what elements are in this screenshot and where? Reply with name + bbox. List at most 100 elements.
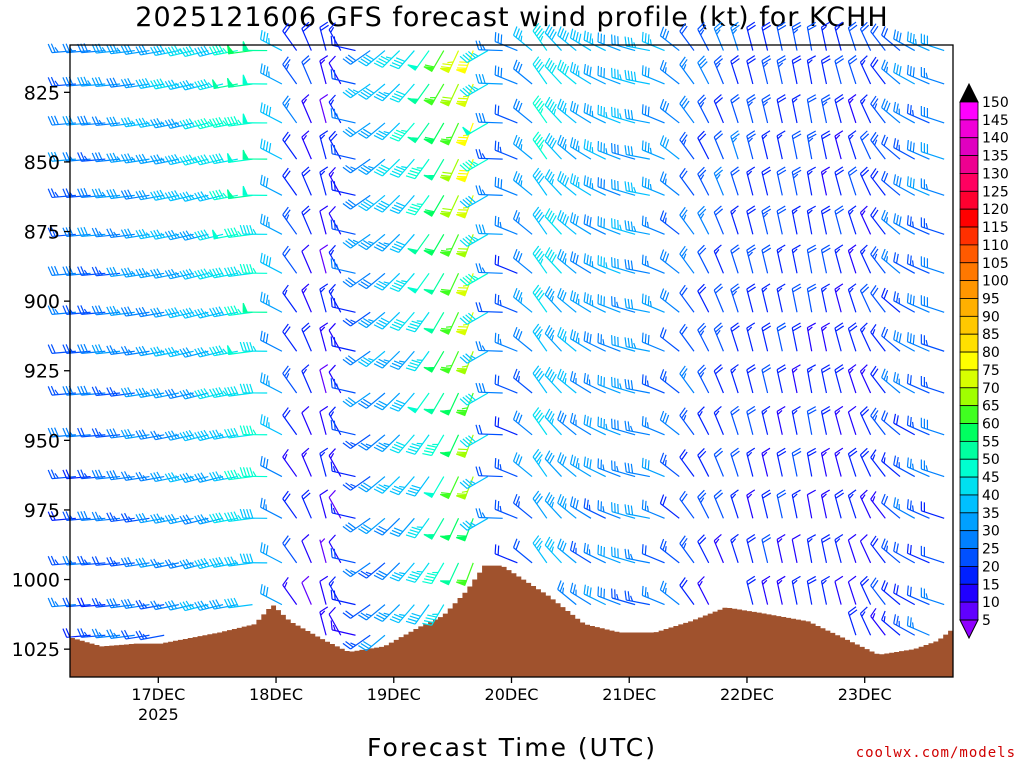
wind-barb	[776, 575, 786, 605]
wind-barb	[820, 283, 830, 313]
wind-barb	[389, 350, 415, 370]
wind-barb	[358, 562, 386, 579]
wind-barb	[611, 143, 636, 160]
wind-barb	[820, 447, 830, 477]
wind-barb	[494, 544, 518, 564]
wind-barb	[893, 174, 916, 196]
wind-barb	[301, 244, 312, 274]
credit-link[interactable]: coolwx.com/models	[855, 745, 1016, 761]
wind-barb	[834, 364, 845, 394]
wind-barb	[239, 467, 268, 478]
wind-barb	[330, 297, 356, 313]
wind-barb	[906, 103, 930, 124]
wind-barb	[373, 272, 401, 291]
wind-barb	[439, 312, 460, 335]
wind-barb	[746, 283, 756, 313]
wind-barb	[358, 434, 386, 451]
wind-barb	[150, 307, 180, 318]
wind-barb	[532, 95, 548, 124]
wind-barb	[557, 580, 577, 606]
wind-barb	[679, 323, 695, 352]
wind-barb	[847, 55, 858, 85]
wind-barb	[881, 26, 901, 52]
wind-barb	[544, 286, 562, 313]
wind-barb	[557, 134, 577, 160]
wind-barb	[806, 322, 816, 352]
wind-barb	[920, 501, 945, 519]
wind-barb	[679, 490, 695, 519]
wind-barb	[459, 50, 489, 64]
wind-barb	[260, 414, 283, 436]
wind-barb	[583, 584, 606, 606]
wind-barb	[659, 580, 680, 606]
wind-barb	[847, 405, 857, 435]
wind-barb	[791, 322, 802, 352]
wind-barb	[611, 460, 636, 478]
wind-barb	[239, 383, 268, 394]
wind-barb	[746, 405, 756, 435]
wind-barb	[405, 604, 430, 625]
wind-barb	[459, 83, 489, 97]
wind-barb	[456, 562, 474, 587]
wind-barb	[697, 55, 710, 85]
wind-barb	[459, 392, 489, 406]
wind-barb	[422, 562, 445, 585]
wind-barb	[820, 55, 831, 85]
wind-barb	[679, 577, 695, 605]
wind-barb	[569, 329, 592, 352]
wind-barb	[730, 166, 740, 196]
wind-barb	[439, 476, 460, 500]
wind-barb	[859, 322, 872, 352]
colorbar-label: 90	[982, 309, 1000, 325]
wind-barb	[697, 489, 710, 519]
wind-barb	[906, 254, 930, 274]
wind-barb	[870, 207, 886, 235]
wind-barb	[597, 458, 621, 478]
wind-barb	[859, 94, 872, 124]
wind-barb	[330, 69, 356, 85]
surface-terrain	[70, 565, 953, 677]
wind-barb	[870, 577, 886, 605]
wind-barb	[583, 414, 606, 436]
wind-barb	[423, 272, 445, 295]
wind-barb	[77, 226, 106, 238]
wind-barb	[569, 371, 592, 394]
wind-barb	[544, 536, 562, 564]
wind-barb	[791, 534, 801, 563]
wind-barb	[920, 459, 945, 478]
wind-barb	[859, 489, 872, 519]
wind-barb	[659, 494, 680, 519]
wind-barb	[557, 210, 577, 235]
wind-barb	[47, 597, 76, 608]
wind-barb	[641, 499, 665, 519]
wind-barb	[697, 364, 710, 394]
wind-barb	[47, 76, 76, 87]
wind-barb	[893, 62, 916, 85]
wind-barb	[679, 56, 695, 85]
wind-barb	[224, 305, 253, 317]
wind-barb	[260, 497, 283, 519]
wind-barb	[679, 535, 695, 564]
colorbar-segment	[959, 208, 979, 228]
wind-barb	[242, 113, 268, 124]
wind-barb	[697, 576, 710, 605]
wind-barb	[512, 210, 533, 235]
wind-barb	[679, 284, 695, 313]
wind-barb	[260, 584, 283, 606]
wind-barb	[697, 283, 710, 313]
wind-barb	[776, 55, 787, 85]
colorbar-segment	[959, 101, 979, 121]
colorbar-label: 100	[982, 274, 1009, 290]
wind-barb	[597, 32, 621, 52]
wind-barb	[806, 406, 817, 435]
wind-barb	[459, 158, 489, 172]
wind-barb	[834, 55, 845, 85]
wind-barb	[226, 44, 253, 55]
wind-barb	[746, 533, 756, 564]
colorbar-label: 40	[982, 488, 1000, 504]
wind-barb	[389, 272, 415, 292]
wind-barb	[834, 322, 845, 352]
wind-barb	[859, 575, 872, 605]
wind-barb	[881, 170, 901, 196]
